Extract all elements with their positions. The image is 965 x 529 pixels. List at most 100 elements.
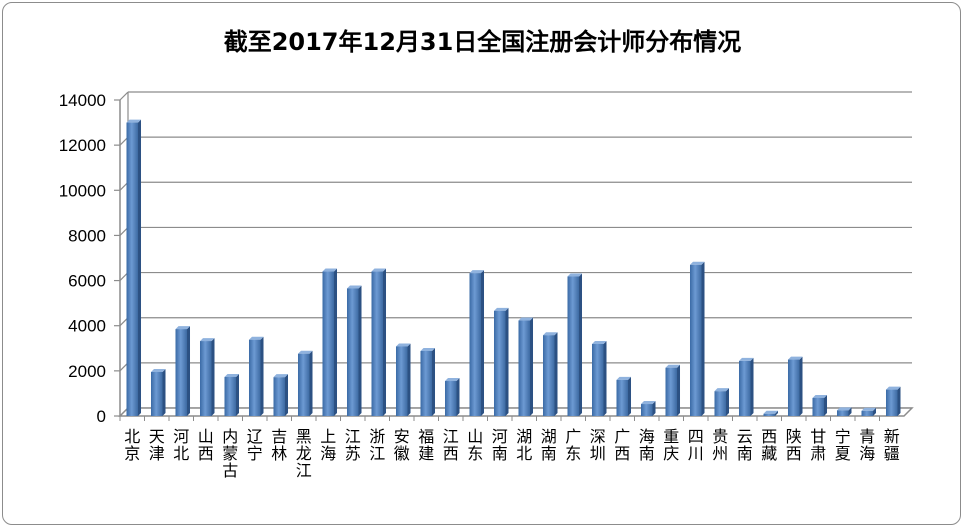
bar-top xyxy=(273,374,289,378)
x-tick-label: 内蒙古 xyxy=(222,427,238,480)
bar-top xyxy=(150,368,166,372)
bar-front xyxy=(469,273,482,416)
gridlines xyxy=(119,91,912,417)
bar xyxy=(395,343,411,416)
bar-front xyxy=(248,339,261,416)
bar-top xyxy=(885,386,901,390)
bar xyxy=(224,373,240,416)
bar-front xyxy=(518,320,531,416)
bar-side xyxy=(309,350,313,416)
bar-side xyxy=(481,270,485,416)
bar-top xyxy=(542,332,558,336)
bar xyxy=(542,332,558,416)
y-tick-label: 0 xyxy=(97,407,106,426)
bar xyxy=(665,364,681,416)
bar-front xyxy=(297,353,310,416)
bar-side xyxy=(162,368,166,416)
bar-front xyxy=(861,410,874,416)
bar xyxy=(297,350,313,416)
bar-side xyxy=(873,407,877,416)
bar-front xyxy=(150,371,163,416)
bar-front xyxy=(444,381,457,416)
bar-top xyxy=(224,373,240,377)
bar xyxy=(616,376,632,416)
bar-top xyxy=(371,268,387,272)
x-tick-label: 浙江 xyxy=(369,427,385,463)
x-tick-label: 安徽 xyxy=(394,427,410,463)
bar-front xyxy=(371,271,384,416)
bar-side xyxy=(775,410,779,416)
bar-front xyxy=(567,276,580,416)
x-tick-label: 新疆 xyxy=(884,427,900,463)
bar xyxy=(738,357,754,416)
x-tick-label: 福建 xyxy=(418,427,434,463)
bar-front xyxy=(738,360,751,416)
bar xyxy=(444,378,460,416)
bar xyxy=(714,388,730,416)
y-tick-label: 4000 xyxy=(68,317,106,336)
bar-side xyxy=(236,373,240,416)
bar-side xyxy=(530,317,534,416)
bar-side xyxy=(187,326,191,416)
bar-front xyxy=(224,376,237,416)
x-tick-label: 海南 xyxy=(639,427,655,463)
bar-front xyxy=(689,264,702,416)
bar xyxy=(126,119,142,417)
x-tick-label: 四川 xyxy=(688,427,704,463)
bar-top xyxy=(175,326,191,330)
x-tick-label: 深圳 xyxy=(590,427,606,463)
bar-front xyxy=(273,377,286,416)
bar xyxy=(861,407,877,416)
x-tick-label: 辽宁 xyxy=(247,427,263,463)
bar-top xyxy=(322,268,338,272)
bar-side xyxy=(897,386,901,416)
bar-top xyxy=(248,336,264,340)
bar-top xyxy=(444,378,460,382)
bar-side xyxy=(824,394,828,416)
x-tick-label: 甘肃 xyxy=(810,427,826,463)
bar xyxy=(812,394,828,416)
bar-front xyxy=(591,343,604,416)
bar-side xyxy=(285,374,289,416)
bar-front xyxy=(126,122,139,417)
bar-side xyxy=(726,388,730,416)
y-tick-label: 2000 xyxy=(68,362,106,381)
bar-side xyxy=(432,347,436,416)
bar-side xyxy=(628,376,632,416)
bar-front xyxy=(812,397,825,416)
bar-top xyxy=(420,347,436,351)
x-tick-label: 青海 xyxy=(859,427,875,463)
x-tick-label: 陕西 xyxy=(786,427,802,463)
x-tick-label: 上海 xyxy=(320,427,336,463)
bar-front xyxy=(640,404,653,416)
bar-side xyxy=(407,343,411,416)
y-tick-label: 10000 xyxy=(59,181,106,200)
bar xyxy=(493,307,509,416)
bar-front xyxy=(885,389,898,416)
y-tick-label: 8000 xyxy=(68,226,106,245)
bar-top xyxy=(346,285,362,289)
x-tick-label: 广东 xyxy=(565,427,581,463)
bar-side xyxy=(334,268,338,416)
bar-side xyxy=(383,268,387,416)
x-tick-label: 山东 xyxy=(467,427,483,463)
bar-side xyxy=(358,285,362,416)
bar-side xyxy=(554,332,558,416)
bar-top xyxy=(763,410,779,414)
bar-side xyxy=(579,273,583,416)
bar-front xyxy=(763,413,776,416)
bar-top xyxy=(297,350,313,354)
x-tick-label: 广西 xyxy=(614,427,630,463)
bar-side xyxy=(750,357,754,416)
bar-top xyxy=(738,357,754,361)
bar-top xyxy=(812,394,828,398)
bar-top xyxy=(861,407,877,411)
bar-top xyxy=(665,364,681,368)
bar-front xyxy=(616,379,629,416)
bar-side xyxy=(799,356,803,416)
bar-side xyxy=(652,401,656,416)
bars xyxy=(126,119,901,417)
bar-top xyxy=(591,340,607,344)
chart-title: 截至2017年12月31日全国注册会计师分布情况 xyxy=(223,28,742,56)
bar-front xyxy=(493,310,506,416)
